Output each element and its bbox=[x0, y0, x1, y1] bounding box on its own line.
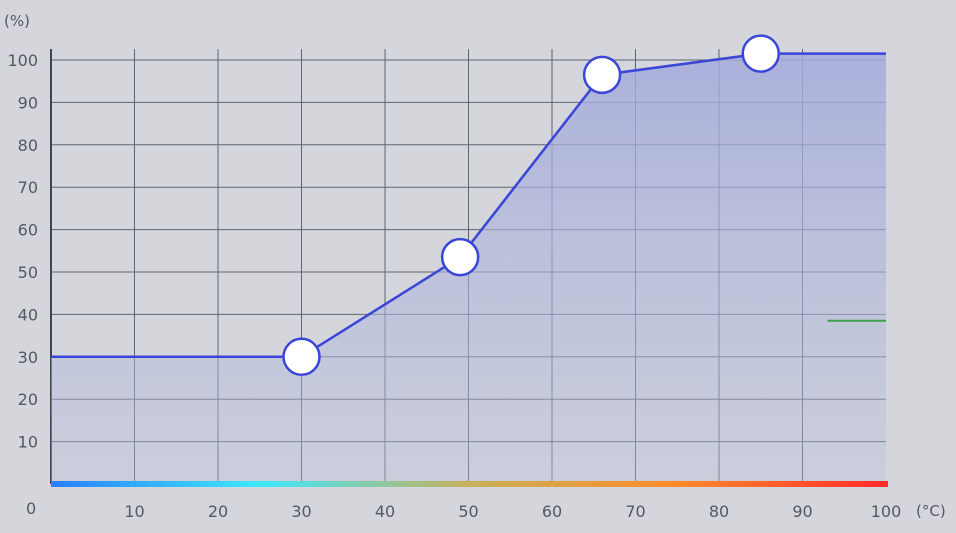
curve-line bbox=[51, 52, 886, 359]
x-tick-label: 80 bbox=[709, 502, 729, 521]
y-tick-label: 10 bbox=[18, 433, 38, 452]
y-tick-label: 60 bbox=[18, 221, 38, 240]
y-tick-label: 90 bbox=[18, 93, 38, 112]
temperature-gradient-bar bbox=[51, 481, 888, 487]
origin-label: 0 bbox=[26, 499, 36, 518]
control-point[interactable] bbox=[582, 55, 622, 95]
x-tick-label: 40 bbox=[375, 502, 395, 521]
control-point[interactable] bbox=[741, 34, 780, 73]
x-tick-label: 100 bbox=[871, 502, 902, 521]
x-unit-label: (°C) bbox=[916, 502, 946, 520]
y-tick-label: 50 bbox=[18, 263, 38, 282]
x-tick-label: 70 bbox=[625, 502, 645, 521]
y-tick-label: 70 bbox=[18, 178, 38, 197]
y-tick-label: 100 bbox=[7, 51, 38, 70]
x-tick-label: 60 bbox=[542, 502, 562, 521]
axis-labels: (%) 0 (°C) 10 20 30 40 50 60 70 80 90 100 10 20 30 40… bbox=[4, 12, 946, 521]
y-tick-label: 80 bbox=[18, 136, 38, 155]
x-tick-label: 20 bbox=[208, 502, 228, 521]
control-point[interactable] bbox=[282, 337, 321, 377]
y-tick-label: 40 bbox=[18, 305, 38, 324]
x-tick-label: 50 bbox=[458, 502, 478, 521]
control-point[interactable] bbox=[440, 237, 480, 277]
x-tick-label: 10 bbox=[124, 502, 144, 521]
y-tick-label: 30 bbox=[18, 348, 38, 367]
y-unit-label: (%) bbox=[4, 12, 30, 30]
x-tick-label: 30 bbox=[291, 502, 311, 521]
x-tick-label: 90 bbox=[792, 502, 812, 521]
y-tick-label: 20 bbox=[18, 390, 38, 409]
control-points bbox=[282, 34, 780, 377]
